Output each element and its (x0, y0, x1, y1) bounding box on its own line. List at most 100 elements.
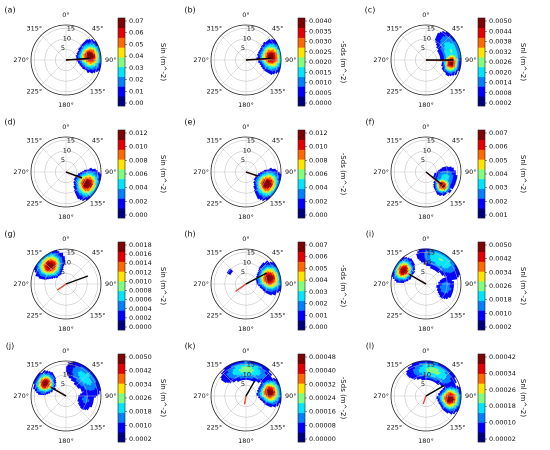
contour-cell (451, 73, 455, 77)
colorbar-segment (118, 383, 125, 394)
colorbar-segment (298, 354, 305, 365)
contour-cell (275, 56, 278, 59)
colorbar-tick-label: 0.0034 (129, 380, 152, 388)
direction-tick-label: 90° (285, 168, 297, 176)
grid-spoke (41, 147, 67, 173)
panel-e: (e)510150°45°90°135°180°225°270°315°0.01… (184, 118, 347, 221)
colorbar-segment (478, 310, 485, 321)
colorbar-segment (298, 300, 305, 311)
contour-cell (79, 197, 83, 201)
colorbar-tick-label: 0.0006 (129, 296, 152, 304)
direction-tick-label: 315° (26, 24, 42, 32)
direction-tick-label: 45° (92, 24, 104, 32)
direction-tick-label: 90° (465, 168, 477, 176)
colorbar-segment (478, 47, 485, 58)
direction-tick-label: 90° (285, 56, 297, 64)
contour-cell (258, 285, 261, 287)
direction-tick-label: 270° (193, 392, 209, 400)
grid-spoke (65, 171, 91, 197)
colorbar-tick-label: 0.005 (309, 264, 328, 272)
colorbar-segment (298, 198, 305, 209)
polar-frame (30, 248, 102, 320)
colorbar-segment (298, 139, 305, 150)
direction-tick-label: 180° (238, 325, 254, 333)
colorbar-tick-label: 0.00008 (309, 421, 336, 429)
contour-cell (50, 371, 54, 375)
direction-tick-label: 45° (452, 248, 464, 256)
colorbar-tick-label: 0.00016 (309, 408, 336, 416)
colorbar-segment (478, 198, 485, 209)
direction-tick-label: 135° (270, 88, 286, 96)
colorbar-segment (298, 178, 305, 189)
colorbar-segment (298, 363, 305, 374)
colorbar-segment (118, 251, 125, 262)
colorbar-tick-label: 0.002 (489, 197, 508, 205)
colorbar-segment (478, 188, 485, 199)
contour-cell (242, 364, 245, 367)
contour-cell (448, 295, 451, 299)
mean-direction-line (245, 171, 259, 177)
colorbar-tick-label: 0.0010 (129, 421, 152, 429)
direction-tick-label: 180° (58, 325, 74, 333)
contour-cell (273, 56, 276, 59)
contour-cell (273, 280, 276, 283)
contour-cell (407, 257, 411, 261)
colorbar-tick-label: 0.0008 (129, 287, 152, 295)
contour-cell (89, 405, 93, 408)
colorbar-tick-label: 0.002 (309, 300, 328, 308)
contour-cell (60, 252, 64, 255)
radius-tick-label: 10 (423, 146, 431, 154)
contour-cell (85, 407, 89, 411)
colorbar-segment (298, 432, 305, 443)
colorbar-segment (118, 37, 125, 48)
colorbar-segment (118, 300, 125, 311)
colorbar-segment (478, 290, 485, 301)
colorbar-segment (118, 57, 125, 68)
contour-cell (453, 392, 456, 395)
colorbar-tick-label: 0.05 (129, 40, 143, 48)
contour-cell (436, 192, 440, 196)
contour-cell (422, 364, 425, 367)
polar-frame (210, 24, 282, 96)
radius-tick-label: 10 (243, 34, 251, 42)
panel-g: (g)510150°45°90°135°180°225°270°315°0.00… (4, 230, 167, 333)
colorbar-segment (298, 96, 305, 107)
panel-a: (a)510150°45°90°135°180°225°270°315°0.07… (4, 6, 167, 109)
colorbar-tick-label: 0.003 (489, 184, 508, 192)
colorbar-title: -Sds (m^-2) (339, 41, 347, 84)
colorbar-title: Sin (m^-2) (159, 267, 167, 305)
colorbar-segment (298, 47, 305, 58)
contour-cell (95, 56, 98, 59)
polar-frame (390, 136, 462, 208)
colorbar-tick-label: 0.0050 (489, 17, 512, 25)
direction-tick-label: 315° (206, 360, 222, 368)
colorbar-segment (118, 159, 125, 170)
radius-tick-label: 5 (61, 268, 65, 276)
direction-tick-label: 270° (373, 56, 389, 64)
direction-tick-label: 315° (386, 248, 402, 256)
direction-tick-label: 90° (465, 280, 477, 288)
colorbar-tick-label: 0.0025 (309, 48, 332, 56)
colorbar-title: Snl (m^-2) (519, 267, 527, 305)
colorbar-tick-label: 0.0014 (129, 259, 152, 267)
colorbar-title: Sin (m^-2) (159, 43, 167, 81)
contour-cell (273, 292, 277, 296)
panel-c: (c)510150°45°90°135°180°225°270°315°0.00… (365, 6, 527, 109)
grid-spoke (401, 147, 427, 173)
direction-tick-label: 270° (193, 280, 209, 288)
panel-label: (k) (185, 342, 196, 351)
colorbar-tick-label: 0.0014 (489, 79, 512, 87)
colorbar-segment (298, 66, 305, 77)
direction-tick-label: 315° (26, 360, 42, 368)
radius-tick-label: 5 (421, 268, 425, 276)
direction-tick-label: 0° (242, 235, 249, 243)
colorbar-tick-label: 0.000 (129, 211, 148, 219)
direction-tick-label: 0° (242, 347, 249, 355)
mean-direction-line (65, 275, 89, 285)
grid-spoke (41, 59, 67, 85)
colorbar-segment (118, 402, 125, 413)
contour-cell (272, 71, 276, 75)
direction-tick-label: 270° (193, 168, 209, 176)
mean-direction-line (409, 273, 427, 285)
